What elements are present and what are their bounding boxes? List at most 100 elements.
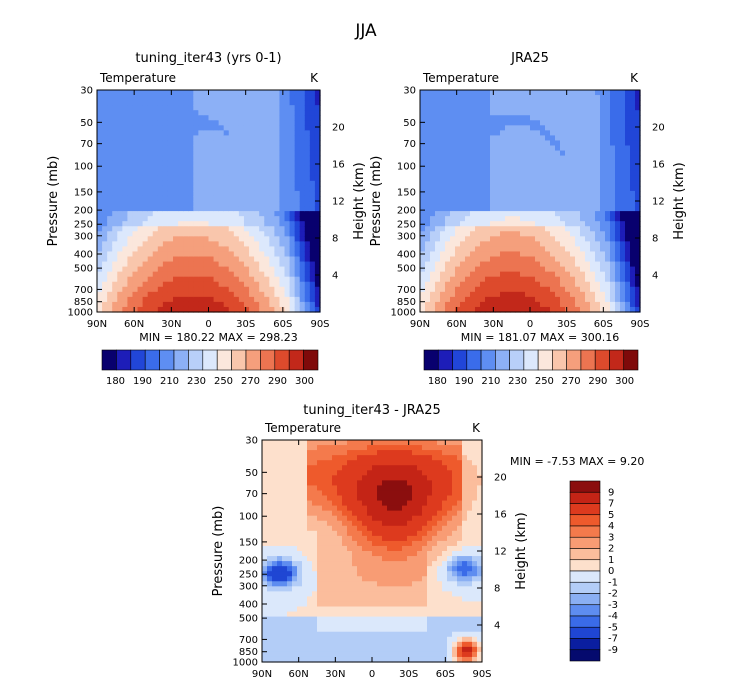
heat-cell bbox=[243, 140, 250, 147]
heat-cell bbox=[309, 296, 316, 303]
heat-cell bbox=[289, 155, 296, 162]
heat-cell bbox=[274, 165, 281, 172]
y-tick-label: 300 bbox=[397, 231, 416, 242]
heat-cell bbox=[445, 125, 451, 131]
heat-cell bbox=[294, 261, 301, 268]
heat-cell bbox=[299, 195, 306, 202]
heat-cell bbox=[337, 576, 343, 582]
heat-cell bbox=[142, 190, 149, 197]
heat-cell bbox=[233, 175, 240, 182]
heat-cell bbox=[127, 236, 134, 242]
heat-cell bbox=[147, 276, 154, 283]
heat-cell bbox=[183, 165, 189, 172]
heat-cell bbox=[112, 140, 118, 147]
heat-cell bbox=[102, 160, 108, 167]
heat-cell bbox=[142, 155, 149, 162]
heat-cell bbox=[287, 656, 293, 663]
heat-cell bbox=[284, 276, 291, 283]
heat-cell bbox=[560, 135, 566, 142]
heat-cell bbox=[337, 455, 343, 461]
heat-cell bbox=[277, 566, 283, 572]
heat-cell bbox=[450, 120, 456, 126]
heat-cell bbox=[107, 281, 113, 288]
heat-cell bbox=[117, 185, 123, 192]
heat-cell bbox=[223, 256, 230, 263]
heat-cell bbox=[302, 621, 308, 628]
heat-cell bbox=[635, 100, 641, 106]
heat-cell bbox=[213, 271, 220, 278]
heat-cell bbox=[249, 251, 255, 258]
heat-cell bbox=[262, 475, 268, 481]
heat-cell bbox=[580, 236, 586, 242]
heat-cell bbox=[157, 251, 164, 258]
heat-cell bbox=[342, 621, 348, 628]
heat-cell bbox=[284, 135, 291, 142]
heat-cell bbox=[515, 216, 521, 222]
heat-cell bbox=[585, 130, 591, 137]
heat-cell bbox=[490, 150, 496, 157]
heat-cell bbox=[352, 495, 358, 502]
heat-cell bbox=[238, 195, 245, 202]
heat-cell bbox=[450, 241, 456, 248]
heat-cell bbox=[122, 180, 129, 187]
heat-cell bbox=[269, 190, 275, 197]
heat-cell bbox=[137, 211, 144, 217]
x-tick-label: 0 bbox=[527, 319, 533, 330]
heat-cell bbox=[322, 480, 328, 487]
heat-cell bbox=[342, 626, 348, 633]
heat-cell bbox=[249, 115, 255, 121]
heat-cell bbox=[223, 261, 230, 268]
heat-cell bbox=[167, 170, 174, 177]
heat-cell bbox=[470, 175, 476, 182]
heat-cell bbox=[287, 561, 293, 567]
heat-cell bbox=[520, 221, 526, 227]
heat-cell bbox=[600, 246, 606, 253]
heat-cell bbox=[485, 206, 491, 212]
heat-cell bbox=[299, 216, 306, 222]
heat-cell bbox=[228, 201, 235, 207]
heat-cell bbox=[127, 170, 134, 177]
heat-cell bbox=[495, 110, 501, 116]
heat-cell bbox=[269, 221, 275, 227]
heat-cell bbox=[284, 221, 291, 227]
heat-cell bbox=[337, 616, 343, 623]
heat-cell bbox=[505, 195, 511, 202]
heat-cell bbox=[440, 286, 446, 293]
heat-cell bbox=[615, 145, 621, 152]
heat-cell bbox=[525, 120, 531, 126]
heat-cell bbox=[580, 226, 586, 232]
heat-cell bbox=[249, 110, 255, 116]
heat-cell bbox=[357, 510, 363, 517]
heat-cell bbox=[178, 221, 184, 227]
heat-cell bbox=[193, 130, 199, 137]
heat-cell bbox=[362, 490, 368, 497]
heat-cell bbox=[525, 231, 531, 237]
heat-cell bbox=[327, 581, 333, 587]
heat-cell bbox=[550, 221, 556, 227]
heat-cell bbox=[297, 591, 303, 598]
heat-cell bbox=[520, 190, 526, 197]
heat-cell bbox=[595, 95, 601, 101]
heat-cell bbox=[127, 110, 134, 116]
heat-cell bbox=[480, 135, 486, 142]
heat-cell bbox=[307, 596, 313, 603]
heat-cell bbox=[317, 636, 323, 643]
heat-cell bbox=[183, 286, 189, 293]
heat-cell bbox=[352, 626, 358, 633]
heat-cell bbox=[625, 271, 631, 278]
heat-cell bbox=[575, 170, 581, 177]
heat-cell bbox=[157, 195, 164, 202]
heat-cell bbox=[490, 180, 496, 187]
heat-cell bbox=[470, 100, 476, 106]
heat-cell bbox=[425, 241, 431, 248]
heat-cell bbox=[590, 291, 596, 298]
heat-cell bbox=[420, 175, 426, 182]
heat-cell bbox=[555, 185, 561, 192]
heat-cell bbox=[530, 125, 536, 131]
heat-cell bbox=[560, 226, 566, 232]
heat-cell bbox=[102, 135, 108, 142]
heat-cell bbox=[475, 185, 481, 192]
heat-cell bbox=[620, 261, 626, 268]
heat-cell bbox=[228, 140, 235, 147]
heat-cell bbox=[213, 221, 220, 227]
